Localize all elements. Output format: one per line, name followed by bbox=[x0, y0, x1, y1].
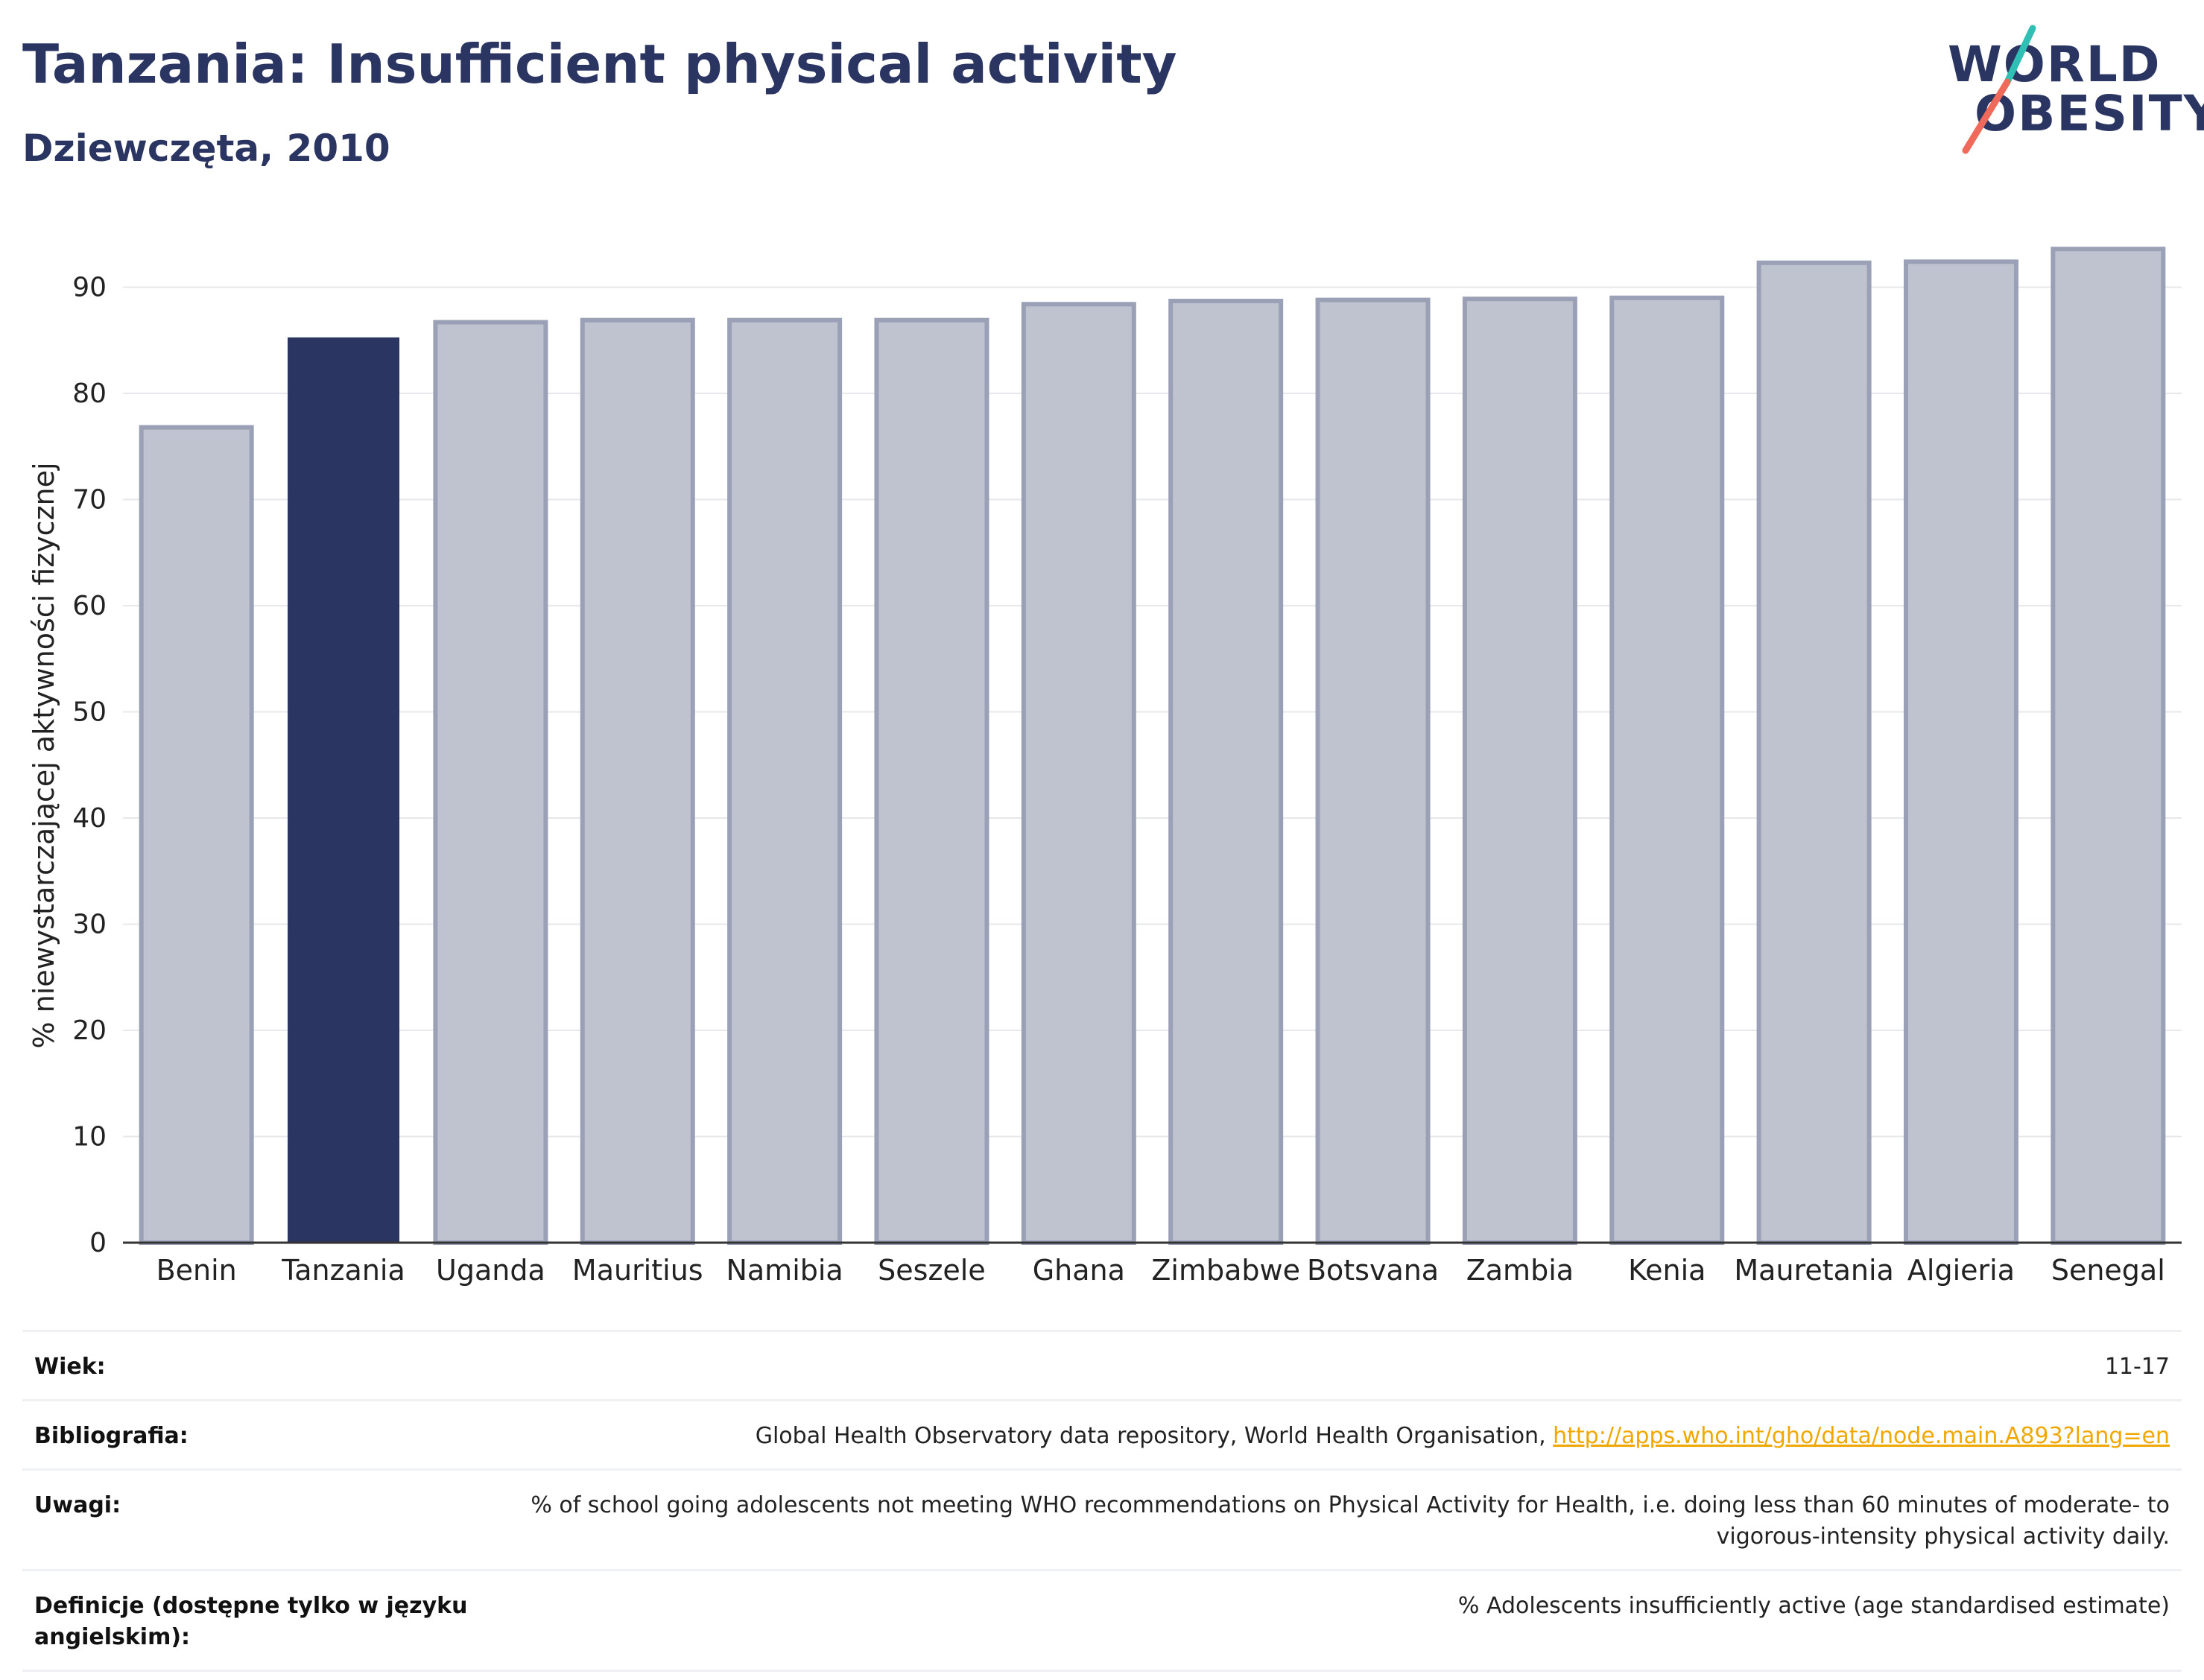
x-tick-label: Seszele bbox=[878, 1254, 986, 1287]
bar-algieria bbox=[1903, 259, 2018, 1245]
info-table: Wiek: 11-17 Bibliografia: Global Health Obs… bbox=[22, 1330, 2182, 1672]
y-tick-label: 20 bbox=[72, 1015, 107, 1046]
x-tick-label: Namibia bbox=[726, 1254, 843, 1287]
chart-subtitle: Dziewczęta, 2010 bbox=[22, 127, 390, 170]
x-tick-label: Algieria bbox=[1907, 1254, 2015, 1287]
x-tick-label: Zambia bbox=[1466, 1254, 1574, 1287]
logo-line-2: OBESITY bbox=[1975, 85, 2204, 142]
source-link[interactable]: http://apps.who.int/gho/data/node.main.A… bbox=[1553, 1423, 2170, 1449]
y-tick-label: 0 bbox=[89, 1228, 107, 1258]
info-label: Definicje (dostępne tylko w języku angie… bbox=[22, 1569, 508, 1672]
info-row: Definicje (dostępne tylko w języku angie… bbox=[22, 1569, 2182, 1672]
y-tick-label: 10 bbox=[72, 1122, 107, 1153]
info-row: Bibliografia: Global Health Observatory d… bbox=[22, 1399, 2182, 1471]
x-tick-label: Senegal bbox=[2051, 1254, 2165, 1287]
bar-kenia bbox=[1609, 295, 1725, 1245]
info-label: Uwagi: bbox=[22, 1468, 508, 1571]
bar-zimbabwe bbox=[1168, 299, 1284, 1245]
info-label: Bibliografia: bbox=[22, 1399, 508, 1471]
info-value: 11-17 bbox=[508, 1330, 2182, 1401]
bar-seszele bbox=[874, 317, 989, 1245]
y-tick-label: 90 bbox=[72, 273, 107, 303]
bar-uganda bbox=[433, 320, 548, 1245]
bar-mauritius bbox=[580, 317, 695, 1245]
bar-zambia bbox=[1462, 297, 1577, 1245]
y-tick-label: 70 bbox=[72, 485, 107, 516]
world-obesity-logo: WORLD OBESITY bbox=[1945, 22, 2204, 156]
x-tick-label: Ghana bbox=[1033, 1254, 1125, 1287]
logo-line-1: WORLD bbox=[1948, 36, 2162, 93]
y-tick-label: 80 bbox=[72, 378, 107, 409]
bar-senegal bbox=[2051, 247, 2166, 1246]
x-tick-label: Benin bbox=[156, 1254, 237, 1287]
y-tick-label: 40 bbox=[72, 803, 107, 834]
info-value: % Adolescents insufficiently active (age… bbox=[508, 1569, 2182, 1672]
x-tick-label: Mauretania bbox=[1734, 1254, 1893, 1287]
bar-namibia bbox=[727, 317, 843, 1245]
bar-chart: 0 10 20 30 40 50 60 70 80 90 Benin Tanzania Uganda Ma… bbox=[28, 247, 2182, 1287]
x-tick-label: Kenia bbox=[1628, 1254, 1706, 1287]
logo-slash-icon bbox=[1962, 25, 2036, 154]
x-tick-label: Zimbabwe bbox=[1151, 1254, 1300, 1287]
info-row: Wiek: 11-17 bbox=[22, 1330, 2182, 1401]
x-tick-label: Botsvana bbox=[1307, 1254, 1439, 1287]
bar-botsvana bbox=[1315, 297, 1431, 1246]
bar-benin bbox=[139, 425, 254, 1245]
x-tick-label: Uganda bbox=[436, 1254, 545, 1287]
y-tick-label: 60 bbox=[72, 591, 107, 621]
chart-title: Tanzania: Insufficient physical activity bbox=[22, 33, 1177, 95]
info-label: Wiek: bbox=[22, 1330, 508, 1401]
y-tick-label: 50 bbox=[72, 697, 107, 728]
y-axis-label: % niewystarczającej aktywności fizycznej bbox=[28, 462, 60, 1048]
bar-tanzania bbox=[288, 337, 400, 1243]
bar-ghana bbox=[1021, 302, 1136, 1245]
bar-mauretania bbox=[1756, 260, 1872, 1246]
info-value: % of school going adolescents not meetin… bbox=[508, 1468, 2182, 1571]
x-tick-label: Tanzania bbox=[281, 1254, 405, 1287]
info-row: Uwagi:% of school going adolescents not … bbox=[22, 1468, 2182, 1571]
info-value: Global Health Observatory data repositor… bbox=[508, 1399, 2182, 1471]
y-tick-label: 30 bbox=[72, 910, 107, 940]
x-tick-label: Mauritius bbox=[572, 1254, 703, 1287]
